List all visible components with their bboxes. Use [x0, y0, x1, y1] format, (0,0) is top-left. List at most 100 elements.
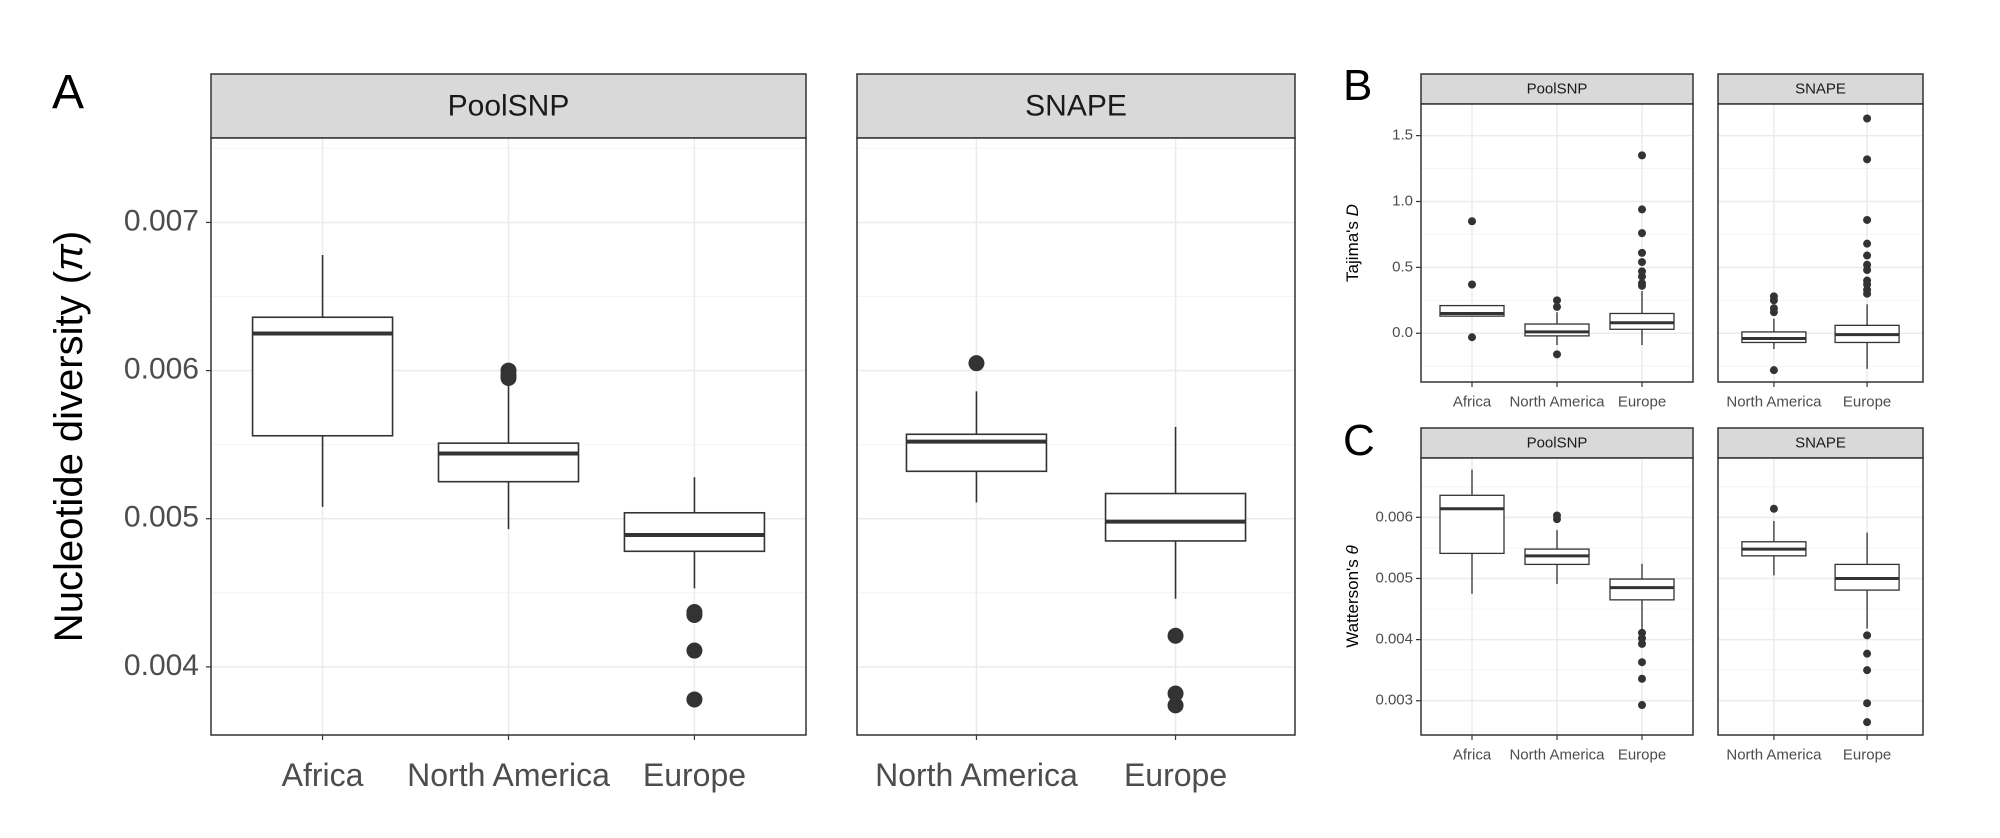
outlier-point	[1638, 151, 1646, 160]
outlier-point	[1638, 658, 1646, 667]
facet-strip	[210, 73, 807, 139]
outlier-point	[1553, 511, 1561, 520]
outlier-point	[1638, 229, 1646, 238]
y-tick-label: 0.004	[1375, 631, 1413, 648]
boxplot-europe	[1104, 426, 1247, 714]
outlier-point	[1638, 628, 1646, 637]
x-tick-label: Europe	[643, 757, 746, 793]
outlier-point	[1863, 699, 1872, 708]
boxplot-europe	[1609, 563, 1675, 710]
y-tick-label: 1.0	[1392, 192, 1413, 209]
x-tick-label: North America	[407, 757, 610, 793]
x-tick-label: Africa	[282, 757, 364, 793]
facet-snape: SNAPE North America Europe	[1717, 427, 1924, 764]
outlier-point	[686, 691, 703, 708]
x-tick-label: North America	[1509, 747, 1605, 764]
outlier-point	[1167, 627, 1184, 644]
boxplot-europe	[623, 477, 766, 708]
facet-poolsnp: PoolSNP Africa North America Europe	[1420, 73, 1694, 411]
boxplot-north-america	[1524, 511, 1590, 584]
panel-tag-b: B	[1343, 61, 1372, 110]
x-tick-label: North America	[1509, 394, 1605, 411]
y-tick-label: 1.5	[1392, 127, 1413, 144]
y-tick-label: 0.5	[1392, 258, 1413, 275]
outlier-point	[1638, 248, 1646, 257]
facet-strip	[1717, 73, 1924, 105]
outlier-point	[1863, 266, 1872, 275]
boxplot-north-america	[1741, 292, 1807, 375]
x-tick-label: Africa	[1453, 394, 1492, 411]
box-iqr	[1609, 578, 1675, 601]
box-iqr	[1104, 492, 1247, 542]
outlier-point	[1638, 634, 1646, 643]
outlier-point	[1638, 701, 1646, 710]
y-tick-label: 0.006	[124, 353, 199, 386]
boxplot-europe	[1834, 532, 1900, 727]
x-tick-label: Europe	[1618, 747, 1666, 764]
box-iqr	[1439, 304, 1505, 317]
y-axis-title: Tajima's D	[1343, 204, 1362, 282]
y-tick-label: 0.0	[1392, 324, 1413, 341]
y-tick-label: 0.004	[124, 649, 199, 682]
facet-strip-label: PoolSNP	[448, 90, 570, 123]
outlier-point	[1863, 155, 1872, 164]
y-axis-title: Watterson's θ	[1343, 544, 1362, 647]
outlier-point	[1638, 639, 1646, 648]
x-tick-label: Europe	[1843, 747, 1891, 764]
box-iqr	[251, 316, 394, 437]
outlier-point	[1468, 280, 1476, 289]
y-tick-label: 0.005	[124, 501, 199, 534]
boxplot-north-america	[1524, 296, 1590, 359]
boxplot-north-america	[1741, 504, 1807, 576]
panel-border	[1717, 103, 1924, 383]
outlier-point	[1167, 697, 1184, 714]
outlier-point	[1769, 308, 1778, 317]
figure-c: C Watterson's θ 0.003 0.004 0.005 0.006 PoolSN…	[1343, 416, 1924, 764]
boxplot-africa	[1439, 217, 1505, 342]
outlier-point	[1468, 333, 1476, 342]
boxplot-europe	[1609, 151, 1675, 346]
x-tick-label: Africa	[1453, 747, 1492, 764]
y-tick-label: 0.005	[1375, 569, 1413, 586]
facet-strip-label: SNAPE	[1795, 81, 1846, 98]
facet-snape: SNAPE North America Europe	[1717, 73, 1924, 411]
box-iqr	[1439, 494, 1505, 555]
outlier-point	[686, 607, 703, 624]
boxplot-africa	[251, 255, 394, 507]
facet-poolsnp: PoolSNP Africa North America Europe	[210, 73, 807, 793]
box-iqr	[437, 442, 580, 483]
outlier-point	[1863, 215, 1872, 224]
facet-strip-label: PoolSNP	[1527, 81, 1588, 98]
panel-tag-c: C	[1343, 416, 1375, 465]
outlier-point	[1863, 631, 1872, 640]
outlier-point	[686, 642, 703, 659]
box-iqr	[623, 511, 766, 553]
facet-strip-label: SNAPE	[1025, 90, 1127, 123]
plot-area	[1718, 458, 1923, 735]
outlier-point	[1638, 205, 1646, 214]
outlier-point	[1863, 239, 1872, 248]
outlier-point	[1638, 272, 1646, 281]
outlier-point	[1863, 114, 1872, 123]
panel-border	[1717, 457, 1924, 736]
x-tick-label: Europe	[1618, 394, 1666, 411]
figure-a: A Nucleotide diversity (π) 0.004 0.005 0.006…	[47, 66, 1296, 793]
x-tick-label: North America	[1726, 394, 1822, 411]
boxplot-north-america	[437, 362, 580, 530]
outlier-point	[1468, 217, 1476, 226]
x-tick-label: Europe	[1124, 757, 1227, 793]
outlier-point	[1863, 289, 1872, 298]
panel-border	[856, 137, 1296, 736]
outlier-point	[1769, 504, 1778, 513]
x-tick-label: North America	[1726, 747, 1822, 764]
y-tick-label: 0.007	[124, 204, 199, 237]
outlier-point	[500, 362, 517, 379]
facet-snape: SNAPE North America Europe	[856, 73, 1296, 793]
facet-strip-label: SNAPE	[1795, 435, 1846, 452]
outlier-point	[968, 355, 985, 372]
outlier-point	[1553, 302, 1561, 311]
y-tick-label: 0.006	[1375, 508, 1413, 525]
outlier-point	[1769, 366, 1778, 375]
x-tick-label: Europe	[1843, 394, 1891, 411]
